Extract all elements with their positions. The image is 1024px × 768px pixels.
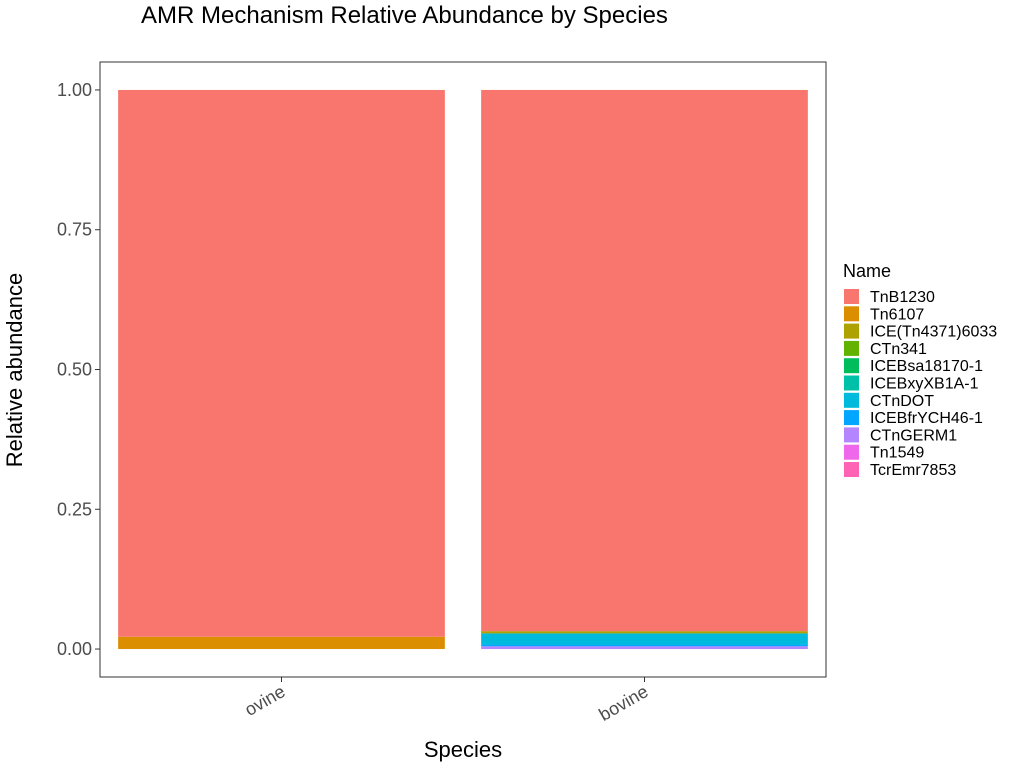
legend-title: Name [843, 261, 891, 281]
legend-label: TnB1230 [870, 289, 935, 306]
legend-label: CTn341 [870, 341, 927, 358]
legend-swatch [844, 340, 859, 356]
legend-swatch [844, 444, 859, 460]
legend-swatch [844, 306, 859, 322]
bar-segment-bovine-TnB1230 [481, 89, 808, 632]
legend-label: CTnGERM1 [870, 427, 957, 444]
y-tick-label: 0.25 [57, 499, 92, 519]
legend-label: Tn6107 [870, 306, 924, 323]
y-tick-label: 0.50 [57, 360, 92, 380]
bar-segment-bovine-CTnGERM1 [481, 646, 808, 650]
bar-segment-ovine-TnB1230 [118, 89, 445, 637]
legend-swatch [844, 427, 859, 443]
legend-swatch [844, 410, 859, 426]
legend-swatch [844, 323, 859, 339]
legend-label: Tn1549 [870, 445, 924, 462]
x-axis: ovine bovine [241, 677, 652, 725]
y-axis-title: Relative abundance [2, 273, 27, 467]
legend-label: CTnDOT [870, 393, 934, 410]
chart-title: AMR Mechanism Relative Abundance by Spec… [141, 2, 668, 29]
legend-label: ICEBsa18170-1 [870, 358, 983, 375]
bar-segment-bovine-ICE(Tn4371)6033 [481, 631, 808, 634]
x-tick-label: ovine [241, 681, 288, 720]
x-tick-label: bovine [596, 681, 652, 725]
legend: TnB1230Tn6107ICE(Tn4371)6033CTn341ICEBsa… [844, 289, 997, 479]
legend-swatch [844, 392, 859, 408]
legend-label: TcrEmr7853 [870, 462, 956, 479]
bars-group [118, 89, 808, 650]
y-axis: 0.00 0.25 0.50 0.75 1.00 [57, 80, 100, 659]
legend-swatch [844, 462, 859, 477]
legend-label: ICEBfrYCH46-1 [870, 410, 983, 427]
bar-segment-bovine-CTnDOT [481, 633, 808, 645]
legend-label: ICE(Tn4371)6033 [870, 324, 997, 341]
y-tick-label: 0.00 [57, 639, 92, 659]
legend-swatch [844, 375, 859, 391]
bar-segment-bovine-ICEBfrYCH46-1 [481, 644, 808, 647]
y-tick-label: 1.00 [57, 80, 92, 100]
y-tick-label: 0.75 [57, 220, 92, 240]
legend-swatch [844, 289, 859, 304]
legend-label: ICEBxyXB1A-1 [870, 376, 979, 393]
legend-swatch [844, 358, 859, 374]
x-axis-title: Species [424, 737, 502, 762]
bar-segment-ovine-Tn6107 [118, 636, 445, 650]
